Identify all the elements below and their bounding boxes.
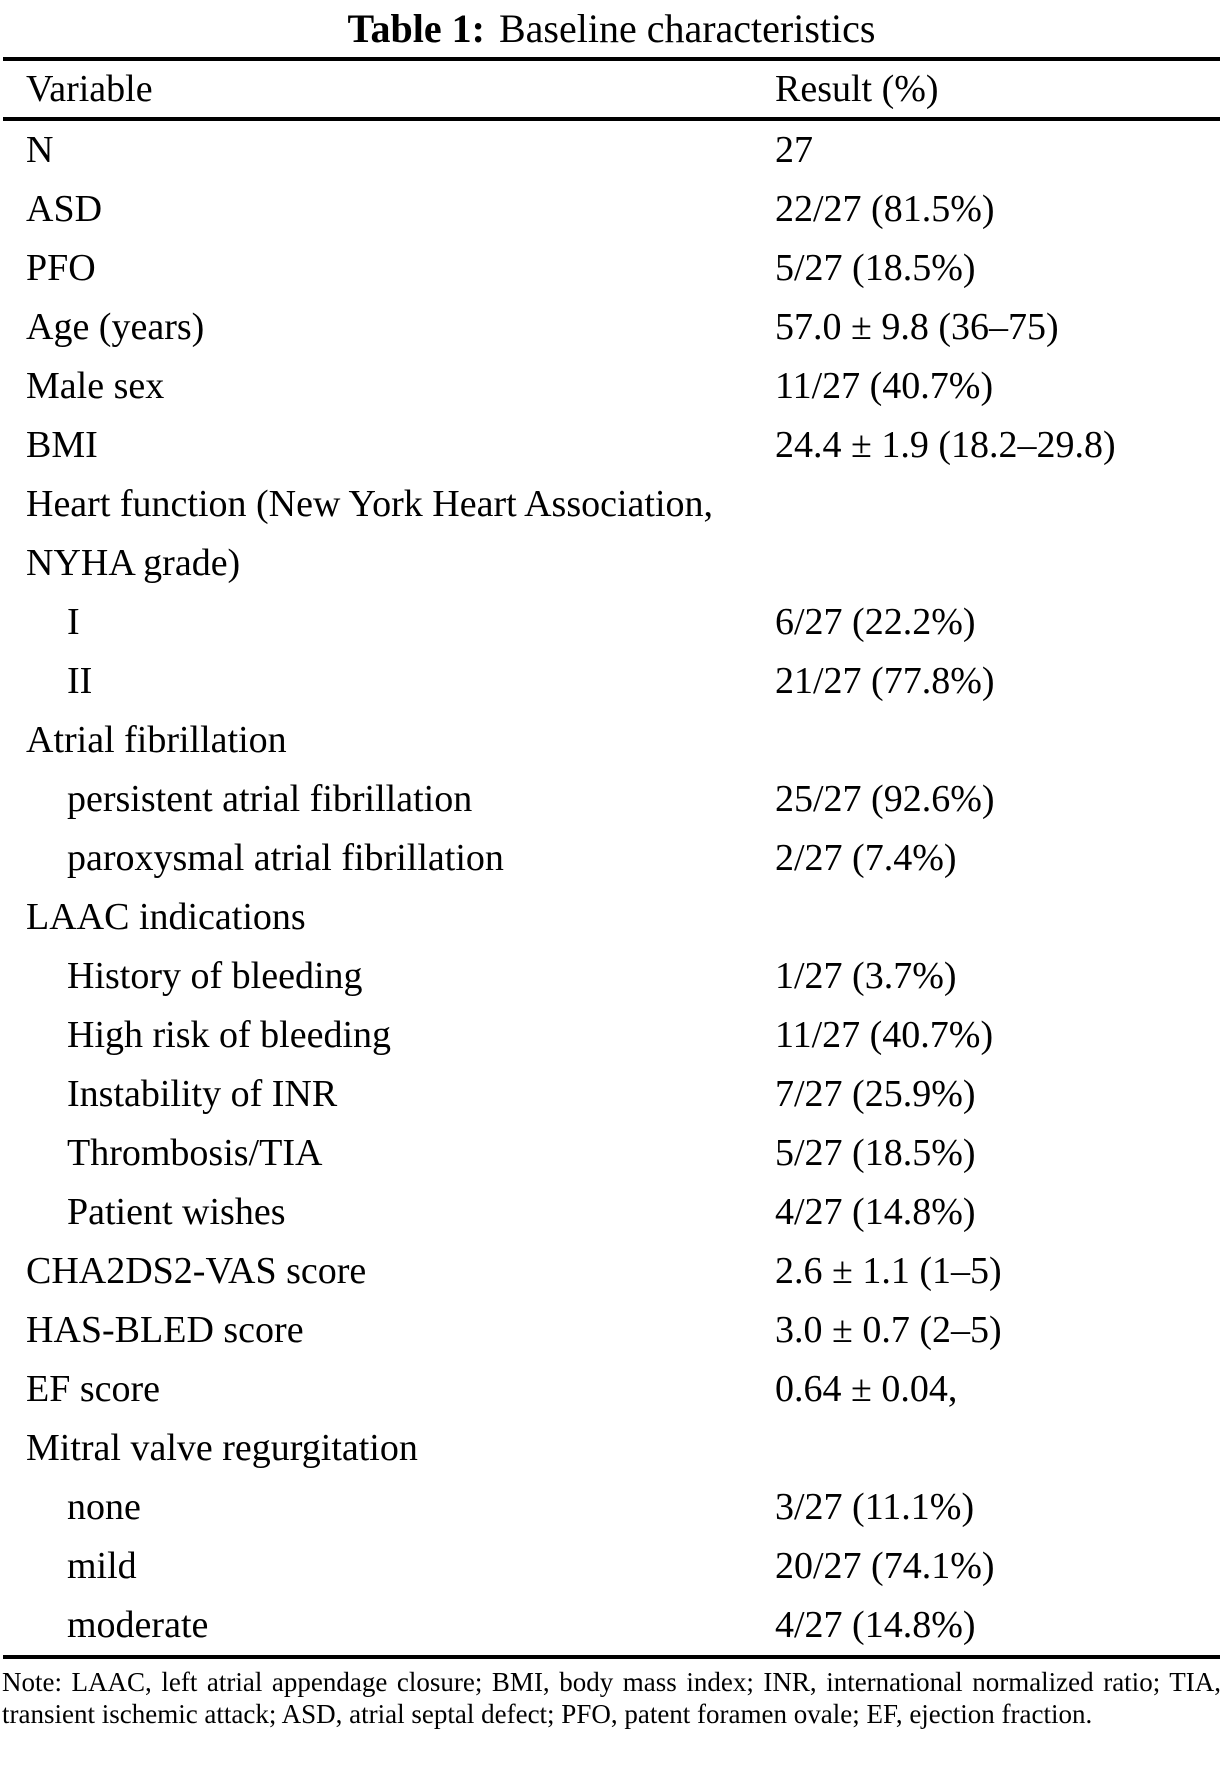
table-row: ASD 22/27 (81.5%) <box>0 180 1223 239</box>
variable-cell: Atrial fibrillation <box>26 719 287 761</box>
result-cell: 57.0 ± 9.8 (36–75) <box>775 306 1059 348</box>
result-cell: 25/27 (92.6%) <box>775 778 995 820</box>
table-row: History of bleeding 1/27 (3.7%) <box>0 947 1223 1006</box>
result-cell <box>775 888 1223 947</box>
variable-cell: Patient wishes <box>67 1191 286 1233</box>
table-row: N 27 <box>0 121 1223 180</box>
result-cell: 2/27 (7.4%) <box>775 837 957 879</box>
variable-cell: Male sex <box>26 365 165 407</box>
variable-cell: High risk of bleeding <box>67 1014 392 1056</box>
result-cell <box>775 1419 1223 1478</box>
result-cell: 4/27 (14.8%) <box>775 1191 976 1233</box>
table-title-text: Baseline characteristics <box>498 6 876 51</box>
result-cell: 4/27 (14.8%) <box>775 1604 976 1646</box>
result-cell: 24.4 ± 1.9 (18.2–29.8) <box>775 424 1116 466</box>
variable-cell: Instability of INR <box>67 1073 338 1115</box>
table-row: moderate 4/27 (14.8%) <box>0 1596 1223 1655</box>
table-footnote: Note: LAAC, left atrial appendage closur… <box>2 1667 1221 1729</box>
top-rule <box>3 57 1220 61</box>
table-row: Heart function (New York Heart Associati… <box>0 475 1223 593</box>
variable-cell: Mitral valve regurgitation <box>26 1427 418 1469</box>
table-row: Atrial fibrillation <box>0 711 1223 770</box>
result-cell: 11/27 (40.7%) <box>775 1014 994 1056</box>
variable-cell: mild <box>67 1545 137 1587</box>
table-row: EF score 0.64 ± 0.04, <box>0 1360 1223 1419</box>
result-cell: 11/27 (40.7%) <box>775 365 994 407</box>
variable-cell: EF score <box>26 1368 161 1410</box>
table-row: I 6/27 (22.2%) <box>0 593 1223 652</box>
result-cell: 5/27 (18.5%) <box>775 247 976 289</box>
result-cell: 27 <box>775 129 813 171</box>
column-header-result: Result (%) <box>775 68 939 110</box>
column-header-variable: Variable <box>26 68 153 110</box>
table-row: mild 20/27 (74.1%) <box>0 1537 1223 1596</box>
table-row: Patient wishes 4/27 (14.8%) <box>0 1183 1223 1242</box>
table-row: High risk of bleeding 11/27 (40.7%) <box>0 1006 1223 1065</box>
table-row: persistent atrial fibrillation 25/27 (92.… <box>0 770 1223 829</box>
variable-cell: N <box>26 129 54 171</box>
variable-cell: BMI <box>26 424 98 466</box>
table-body: N 27 ASD 22/27 (81.5%) PFO 5/27 (18.5%) Age (y… <box>0 121 1223 1655</box>
result-cell: 21/27 (77.8%) <box>775 660 995 702</box>
variable-cell: CHA2DS2-VAS score <box>26 1250 367 1292</box>
result-cell: 0.64 ± 0.04, <box>775 1368 958 1410</box>
variable-cell: Age (years) <box>26 306 205 348</box>
variable-cell: persistent atrial fibrillation <box>67 778 473 820</box>
table-row: paroxysmal atrial fibrillation 2/27 (7.4%… <box>0 829 1223 888</box>
result-cell: 7/27 (25.9%) <box>775 1073 976 1115</box>
table-row: Age (years) 57.0 ± 9.8 (36–75) <box>0 298 1223 357</box>
table-row: none 3/27 (11.1%) <box>0 1478 1223 1537</box>
variable-cell: paroxysmal atrial fibrillation <box>67 837 504 879</box>
variable-cell: Heart function (New York Heart Associati… <box>26 483 714 584</box>
table-row: Thrombosis/TIA 5/27 (18.5%) <box>0 1124 1223 1183</box>
bottom-rule <box>3 1655 1220 1659</box>
table-row: II 21/27 (77.8%) <box>0 652 1223 711</box>
table-row: PFO 5/27 (18.5%) <box>0 239 1223 298</box>
variable-cell: LAAC indications <box>26 896 306 938</box>
table-row: Instability of INR 7/27 (25.9%) <box>0 1065 1223 1124</box>
table-header-row: Variable Result (%) <box>0 61 1223 117</box>
result-cell: 1/27 (3.7%) <box>775 955 957 997</box>
table-title: Table 1: Baseline characteristics <box>0 0 1223 57</box>
table-title-label: Table 1: <box>347 6 485 51</box>
variable-cell: ASD <box>26 188 103 230</box>
result-cell: 2.6 ± 1.1 (1–5) <box>775 1250 1002 1292</box>
result-cell: 3/27 (11.1%) <box>775 1486 975 1528</box>
table-row: CHA2DS2-VAS score 2.6 ± 1.1 (1–5) <box>0 1242 1223 1301</box>
variable-cell: PFO <box>26 247 96 289</box>
table-row: BMI 24.4 ± 1.9 (18.2–29.8) <box>0 416 1223 475</box>
table-row: LAAC indications <box>0 888 1223 947</box>
variable-cell: Thrombosis/TIA <box>67 1132 323 1174</box>
variable-cell: History of bleeding <box>67 955 363 997</box>
table-row: HAS-BLED score 3.0 ± 0.7 (2–5) <box>0 1301 1223 1360</box>
result-cell: 5/27 (18.5%) <box>775 1132 976 1174</box>
variable-cell: none <box>67 1486 141 1528</box>
table-row: Mitral valve regurgitation <box>0 1419 1223 1478</box>
variable-cell: I <box>67 601 80 643</box>
header-rule <box>3 117 1220 121</box>
variable-cell: HAS-BLED score <box>26 1309 304 1351</box>
variable-cell: moderate <box>67 1604 209 1646</box>
table-row: Male sex 11/27 (40.7%) <box>0 357 1223 416</box>
result-cell <box>775 711 1223 770</box>
variable-cell: II <box>67 660 93 702</box>
result-cell: 3.0 ± 0.7 (2–5) <box>775 1309 1002 1351</box>
result-cell: 6/27 (22.2%) <box>775 601 976 643</box>
result-cell: 22/27 (81.5%) <box>775 188 995 230</box>
result-cell <box>775 475 1223 593</box>
result-cell: 20/27 (74.1%) <box>775 1545 995 1587</box>
